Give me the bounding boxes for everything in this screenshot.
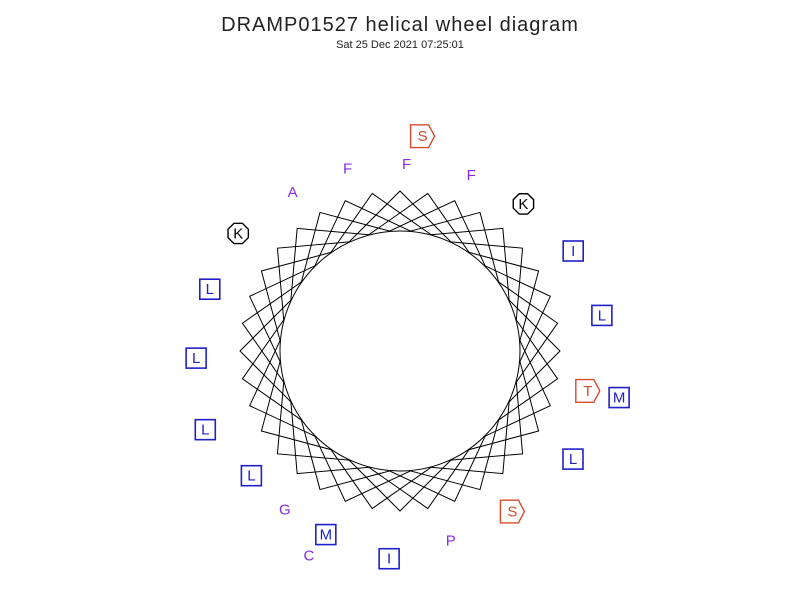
helical-wheel-diagram: SFFFAKKILLLTMLLLSGPMCI xyxy=(0,51,800,591)
residue-label: P xyxy=(446,532,456,549)
residue-label: A xyxy=(288,184,298,201)
residue-label: L xyxy=(206,281,214,298)
residue-label: C xyxy=(303,548,314,565)
residue-label: S xyxy=(507,504,517,521)
residue-label: G xyxy=(279,502,291,519)
inner-circle xyxy=(280,231,520,471)
residue-label: I xyxy=(571,243,575,260)
residue-label: L xyxy=(569,451,577,468)
residue-label: T xyxy=(583,383,592,400)
residue-label: M xyxy=(320,527,333,544)
residue-label: F xyxy=(467,167,476,184)
residue-label: I xyxy=(387,551,391,568)
residue-label: L xyxy=(598,307,606,324)
diagram-title: DRAMP01527 helical wheel diagram xyxy=(0,0,800,37)
residue-label: S xyxy=(418,128,428,145)
residue-label: K xyxy=(518,196,528,213)
diagram-subtitle: Sat 25 Dec 2021 07:25:01 xyxy=(0,37,800,51)
residue-label: L xyxy=(201,422,209,439)
residue-label: L xyxy=(247,468,255,485)
residue-label: F xyxy=(402,156,411,173)
residue-label: L xyxy=(192,350,200,367)
residue-label: F xyxy=(343,160,352,177)
residue-label: M xyxy=(613,390,626,407)
residue-label: K xyxy=(233,225,243,242)
